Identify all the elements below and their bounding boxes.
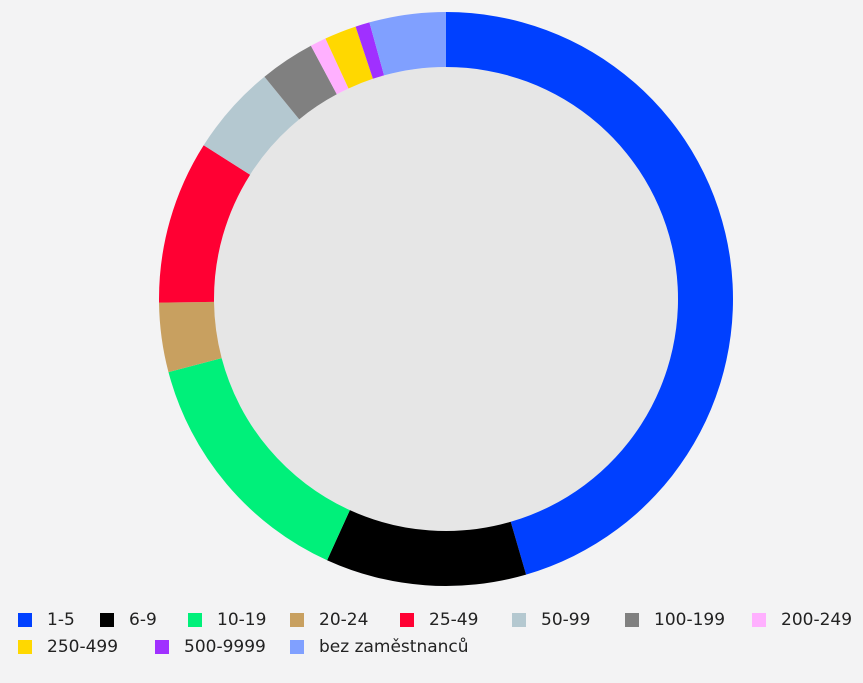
- legend-label: 250-499: [47, 637, 118, 657]
- donut-segment: [369, 12, 446, 76]
- legend-label: 6-9: [129, 610, 157, 630]
- legend-swatch: [155, 640, 169, 654]
- donut-segment: [168, 358, 350, 561]
- legend-swatch: [400, 613, 414, 627]
- legend-swatch: [512, 613, 526, 627]
- legend-swatch: [18, 640, 32, 654]
- legend-swatch: [290, 613, 304, 627]
- legend-swatch: [100, 613, 114, 627]
- legend-swatch: [290, 640, 304, 654]
- legend-label: 200-249: [781, 610, 852, 630]
- legend-swatch: [18, 613, 32, 627]
- legend-swatch: [625, 613, 639, 627]
- donut-segment: [325, 26, 373, 89]
- donut-segment: [310, 38, 349, 95]
- donut-segment: [327, 510, 527, 587]
- donut-hole: [214, 67, 678, 531]
- legend-label: 25-49: [429, 610, 478, 630]
- legend-swatch: [188, 613, 202, 627]
- donut-segment: [203, 76, 300, 175]
- donut-segment: [355, 22, 385, 79]
- donut-segment: [446, 12, 734, 575]
- donut-segment: [264, 45, 337, 120]
- legend-label: 10-19: [217, 610, 266, 630]
- legend-label: 500-9999: [184, 637, 266, 657]
- legend-label: 1-5: [47, 610, 75, 630]
- legend-label: 20-24: [319, 610, 368, 630]
- legend-label: 50-99: [541, 610, 590, 630]
- legend-swatch: [752, 613, 766, 627]
- legend-label: 100-199: [654, 610, 725, 630]
- legend-label: bez zaměstnanců: [319, 637, 469, 657]
- donut-segment: [159, 145, 251, 303]
- donut-segment: [159, 301, 222, 373]
